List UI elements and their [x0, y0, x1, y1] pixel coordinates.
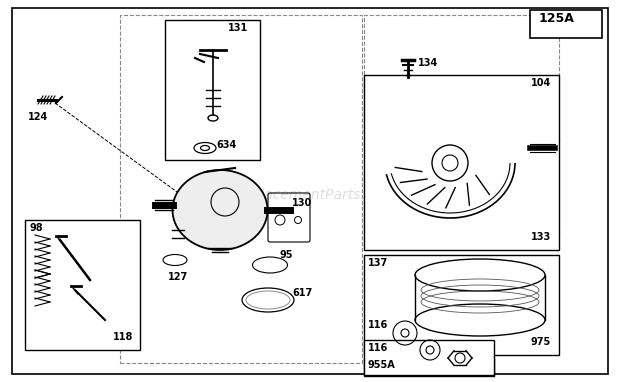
- Text: 137: 137: [368, 258, 388, 268]
- Text: 127: 127: [168, 272, 188, 282]
- Text: 975: 975: [531, 337, 551, 347]
- Text: 955A: 955A: [368, 360, 396, 370]
- Text: 124: 124: [28, 112, 48, 122]
- Text: 634: 634: [216, 140, 236, 150]
- Bar: [364, 75, 559, 250]
- Text: 116: 116: [368, 343, 388, 353]
- Bar: [364, 358, 494, 376]
- Bar: [120, 15, 362, 363]
- Text: 617: 617: [292, 288, 312, 298]
- Bar: [364, 255, 559, 355]
- Bar: [25, 220, 140, 350]
- Text: 98: 98: [30, 223, 43, 233]
- Text: 131: 131: [228, 23, 248, 33]
- Text: 133: 133: [531, 232, 551, 242]
- Text: 104: 104: [531, 78, 551, 88]
- Bar: [165, 20, 260, 160]
- Bar: [530, 10, 602, 38]
- Text: 125A: 125A: [538, 12, 574, 25]
- Text: 116: 116: [368, 320, 388, 330]
- Ellipse shape: [172, 170, 267, 250]
- Bar: [364, 340, 494, 375]
- Text: 130: 130: [292, 198, 312, 208]
- Bar: [364, 15, 559, 235]
- Text: 95: 95: [280, 250, 293, 260]
- Text: 118: 118: [113, 332, 133, 342]
- Text: eReplacementParts.com: eReplacementParts.com: [225, 188, 395, 202]
- Text: 134: 134: [418, 58, 438, 68]
